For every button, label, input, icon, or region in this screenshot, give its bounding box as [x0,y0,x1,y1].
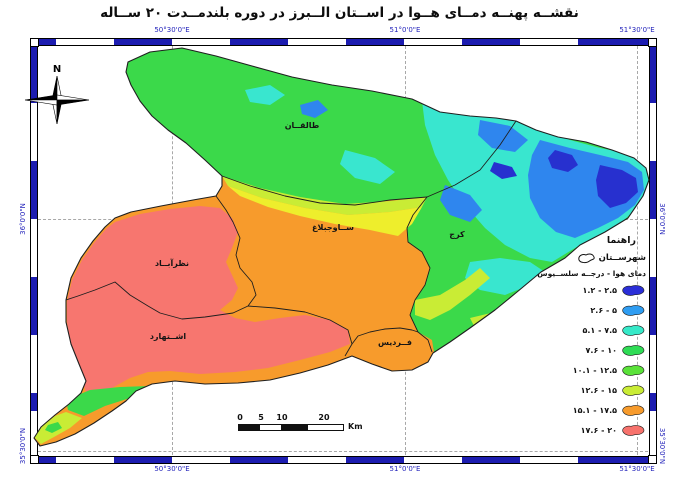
region-label-nazarabad: نظرآبــاد [155,258,189,268]
legend-county-label: شهرســتان [598,253,646,263]
blue-patch [300,100,328,118]
dark-blue-patch [548,150,578,172]
frame-corner [648,38,657,47]
longitude-label: 51°0'0"E [389,26,421,34]
region-label-taleqan: طالقــان [285,121,320,130]
north-arrow-label: N [53,64,61,75]
legend-color-blob [622,364,645,376]
legend-item: ۲.۶ - ۵ [518,300,646,320]
page-title: نقشــه پهنــه دمــای هــوا در اســتان ال… [100,5,579,21]
dark-blue-patch [596,165,638,208]
legend-color-blob [622,404,645,416]
county-border-fardis [351,327,433,353]
county-border-savojbolagh-karaj [406,196,431,333]
blue-patch [440,185,482,222]
county-border-nazarabad [65,195,257,320]
legend-item: ۱۵.۱ - ۱۷.۵ [518,400,646,420]
legend-item-label: ۱۵.۱ - ۱۷.۵ [572,405,617,415]
legend-item: ۱۷.۶ - ۲۰ [518,420,646,440]
frame-border-left [31,39,38,463]
legend-item-label: ۱۷.۶ - ۲۰ [580,425,617,435]
legend-color-blob [622,324,645,336]
region-label-eshtehard: اشــتهارد [150,332,187,341]
legend-county-row: شهرســتان [518,250,646,266]
legend-item-label: ۱۰.۱ - ۱۲.۵ [572,365,617,375]
county-outline-icon [578,253,595,264]
cyan-patch [340,150,395,184]
legend-color-blob [622,284,645,296]
longitude-label: 51°30'0"E [619,26,655,34]
legend-color-blob [622,344,645,356]
region-label-karaj: کرج [449,230,465,239]
legend-item: ۵.۱ - ۷.۵ [518,320,646,340]
scale-bar-segments [238,424,344,431]
temperature-zone-yellow [228,186,422,236]
frame-border-top [31,39,656,46]
legend-item: ۷.۶ - ۱۰ [518,340,646,360]
legend-subtitle: دمای هوا - درجــه سلســیوس [537,269,646,278]
temperature-zone-yellow-green [222,176,427,215]
legend-color-blob [622,304,645,316]
gridline-vertical [637,46,638,455]
frame-corner [30,38,39,47]
green-strip-southwest [66,383,170,416]
frame-border-right [649,39,656,463]
legend-item-label: ۱۲.۶ - ۱۵ [580,385,617,395]
region-label-fardis: فــردیس [378,338,412,348]
legend-item: ۱.۲ - ۲.۵ [518,280,646,300]
legend-items: ۱.۲ - ۲.۵ ۲.۶ - ۵ ۵.۱ - ۷.۵ ۷.۶ - ۱۰ ۱۰.۱ - … [518,280,646,440]
gridline-horizontal [38,451,648,452]
scale-tick: 0 [237,413,243,422]
legend-color-blob [622,384,645,396]
province-outline [33,47,650,447]
frame-corner [648,455,657,464]
longitude-label: 51°0'0"E [389,465,421,473]
scale-tick: 10 [276,413,288,422]
frame-border-bottom [31,456,656,463]
longitude-label: 50°30'0"E [154,26,190,34]
blue-patch [478,120,528,152]
region-label-savojbolagh: ســاوجبلاغ [312,223,354,232]
scale-tick: 20 [318,413,330,422]
green-patch [45,422,62,433]
legend-item: ۱۰.۱ - ۱۲.۵ [518,360,646,380]
frame-corner [30,455,39,464]
legend-item-label: ۱.۲ - ۲.۵ [582,285,618,295]
legend-heading: راهنما [606,235,636,246]
dark-blue-patch [490,162,517,179]
scale-bar: 0 5 10 20 Km [237,413,368,439]
temperature-zone-salmon [67,206,350,398]
cyan-patch [245,85,285,105]
legend-item-label: ۵.۱ - ۷.۵ [582,325,618,335]
legend-item-label: ۲.۶ - ۵ [590,305,617,315]
legend-item-label: ۷.۶ - ۱۰ [585,345,617,355]
north-arrow: N [24,64,90,125]
scale-unit: Km [348,422,363,431]
legend-color-blob [622,424,645,436]
yellow-green-patch [415,268,490,320]
longitude-label: 50°30'0"E [154,465,190,473]
scale-tick: 5 [258,413,264,422]
county-border-taleqan [221,120,517,206]
longitude-label: 51°30'0"E [619,465,655,473]
legend: راهنما شهرســتان دمای هوا - درجــه سلســ… [518,235,646,440]
legend-item: ۱۲.۶ - ۱۵ [518,380,646,400]
